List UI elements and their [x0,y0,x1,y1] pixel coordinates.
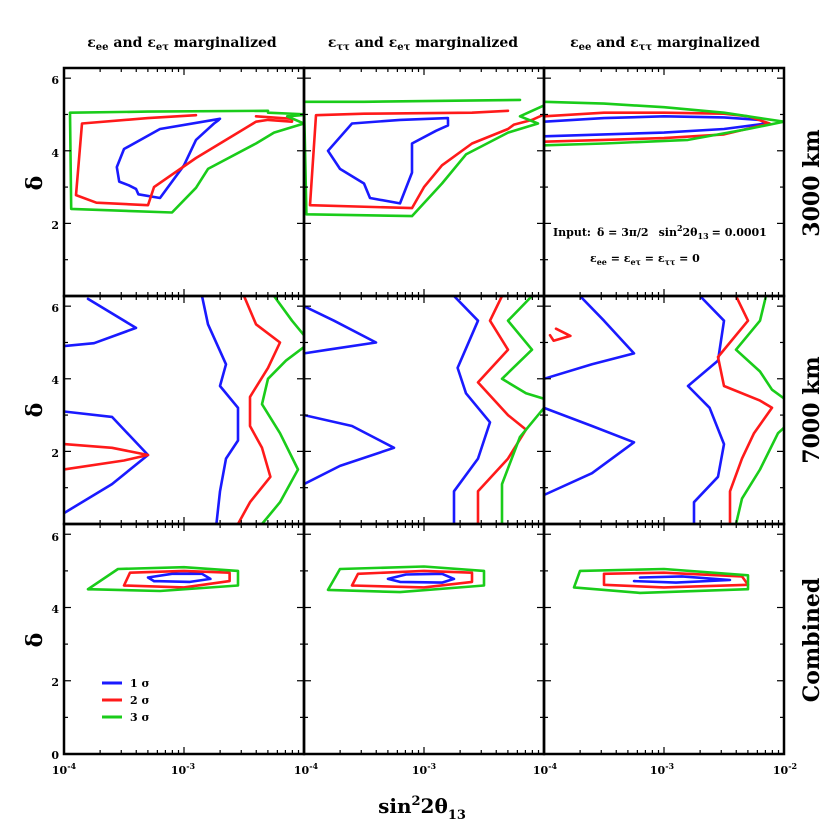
x-tick-labels: 10-4 10-3 10-4 10-3 10-4 10-3 10-2 [52,761,797,777]
row-label-7000km: 7000 km [799,356,825,463]
contour-2sigma-panel-1-2-1 [308,109,544,210]
contour-2sigma-panel-2-2-3 [476,296,528,524]
xtick-c3-1e-2: 10-2 [773,761,797,777]
panel-3-2-contours [326,565,486,594]
contour-1sigma-panel-2-3-1 [544,406,636,497]
contour-1sigma-panel-3-3-0 [632,575,732,584]
contour-1sigma-panel-1-1-0 [115,117,222,200]
contour-3sigma-panel-1-1-2 [68,109,304,214]
ytick-r3-6: 6 [51,531,59,544]
row-label-combined: Combined [799,578,825,703]
contour-3sigma-panel-1-3-2 [544,100,784,147]
axis-ticks [63,68,784,755]
y-tick-labels: 6 4 2 6 4 2 6 4 2 0 [51,74,59,762]
y-axis-label-row2: δ [22,403,48,418]
input-note-line2: εee = εeτ = εττ = 0 [590,252,700,267]
contour-1sigma-panel-2-1-0 [64,297,138,348]
ytick-r1-4: 4 [51,147,59,160]
y-axis-label-row1: δ [22,176,48,191]
contour-1sigma-panel-2-2-2 [452,296,492,524]
xtick-c3-1e-3: 10-3 [650,761,675,777]
contour-3sigma-panel-1-2-2 [304,98,544,218]
panel-1-3-contours [544,100,784,147]
panel-frame-2-2 [302,294,546,526]
contour-2sigma-panel-3-3-1 [602,571,750,589]
contour-1sigma-panel-3-2-0 [386,572,456,584]
contour-2sigma-panel-2-1-4 [236,296,282,524]
ytick-r3-4: 4 [51,603,59,616]
y-axis-label-row3: δ [22,633,48,648]
contour-2sigma-panel-2-3-4 [716,296,774,524]
panel-1-2-contours [304,98,544,218]
ytick-r3-0: 0 [51,749,59,762]
panel-frame-3-3 [542,522,786,756]
contour-2sigma-panel-3-2-1 [350,569,474,589]
contour-2sigma-panel-1-3-1 [544,111,771,143]
col-title-3: εee and εττ marginalized [570,35,760,53]
legend: 1 σ 2 σ 3 σ [102,677,150,724]
xtick-c3-1e-4: 10-4 [533,761,558,777]
panel-1-1-contours [68,109,304,214]
xtick-c2-1e-3: 10-3 [412,761,437,777]
ytick-r2-4: 4 [51,374,59,387]
contour-1sigma-panel-2-2-0 [304,304,378,355]
contour-1sigma-panel-2-3-0 [544,296,636,381]
panel-2-3-contours [544,296,784,524]
contour-1sigma-panel-2-3-2 [686,296,726,524]
ytick-r1-2: 2 [51,219,59,232]
ytick-r2-2: 2 [51,447,59,460]
panel-frame-2-1 [62,294,306,526]
panel-3-3-contours [572,567,750,595]
contour-3sigma-panel-3-2-2 [326,565,486,594]
panel-frames [62,66,786,756]
xtick-c1-1e-3: 10-3 [171,761,196,777]
contour-1sigma-panel-2-2-1 [304,413,396,486]
panel-frame-3-1 [62,522,306,756]
contour-3sigma-panel-2-2-4 [500,296,544,524]
panel-3-1-contours [86,565,240,593]
panel-frame-3-2 [302,522,546,756]
col-title-2: εττ and εeτ marginalized [328,35,518,53]
legend-label-1sigma: 1 σ [130,677,150,690]
contour-3sigma-panel-2-3-5 [734,296,784,524]
ytick-r1-6: 6 [51,74,59,87]
contour-3sigma-panel-3-1-2 [86,565,240,593]
contour-3sigma-panel-3-3-2 [572,567,750,595]
panel-2-2-contours [304,296,544,524]
row-label-3000km: 3000 km [799,129,825,236]
contour-1sigma-panel-3-1-0 [146,572,212,584]
contour-2sigma-panel-3-1-1 [122,569,231,589]
contour-1sigma-panel-1-2-0 [326,116,450,205]
contour-3sigma-panel-2-1-5 [260,296,304,524]
input-note-line1: Input: δ = 3π/2 sin22θ13 = 0.0001 [553,223,767,241]
legend-label-2sigma: 2 σ [130,694,150,707]
xtick-c2-1e-4: 10-4 [294,761,319,777]
panel-frame-1-1 [62,66,306,298]
panel-2-1-contours [64,296,304,524]
ytick-r3-2: 2 [51,676,59,689]
xtick-c1-1e-4: 10-4 [52,761,77,777]
ytick-r2-6: 6 [51,302,59,315]
contour-layer [64,98,784,595]
contour-1sigma-panel-2-1-2 [200,296,240,524]
contour-2sigma-panel-1-1-1 [74,113,294,207]
col-title-1: εee and εeτ marginalized [87,35,277,53]
input-annotation: Input: δ = 3π/2 sin22θ13 = 0.0001 εee = εeτ… [553,223,767,267]
x-axis-label: sin22θ13 [378,794,466,823]
contour-2sigma-panel-2-1-3 [64,442,150,471]
legend-label-3sigma: 3 σ [130,711,150,724]
contour-2sigma-panel-2-3-3 [548,327,572,343]
